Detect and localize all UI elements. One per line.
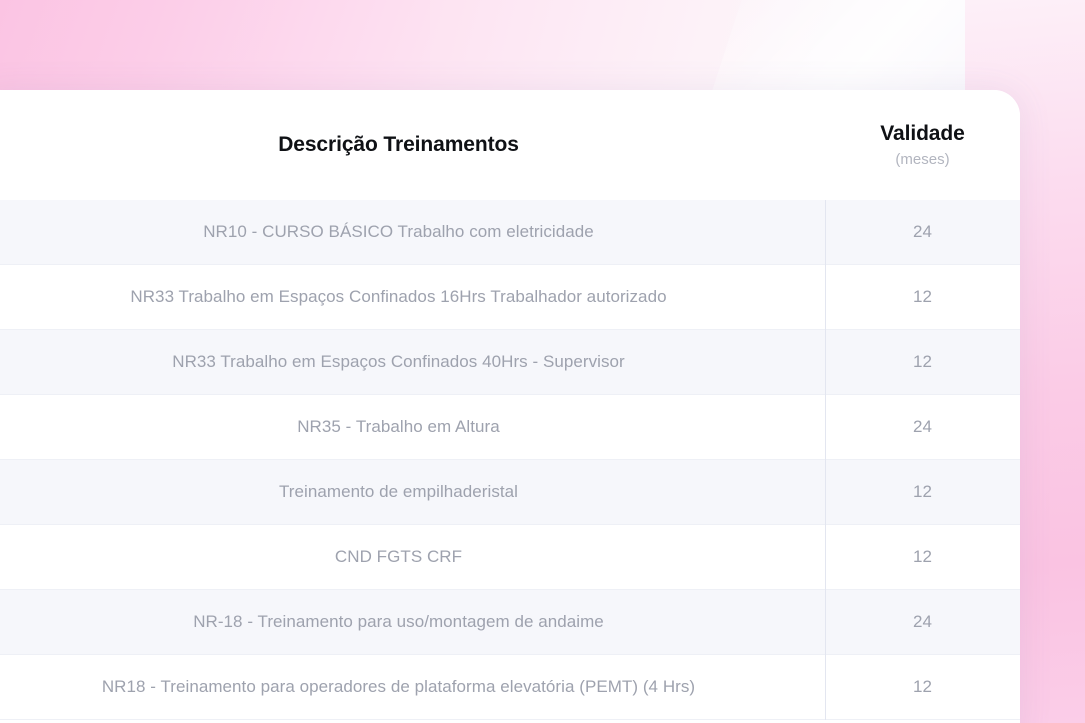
trainings-table-card: Descrição Treinamentos Validade (meses) …: [0, 90, 1020, 723]
cell-validade: 12: [912, 287, 932, 306]
table-row[interactable]: NR10 - CURSO BÁSICO Trabalho com eletric…: [0, 200, 1020, 265]
table-row[interactable]: NR-18 - Treinamento para uso/montagem de…: [0, 590, 1020, 655]
table-row[interactable]: NR33 Trabalho em Espaços Confinados 16Hr…: [0, 265, 1020, 330]
cell-descricao: NR18 - Treinamento para operadores de pl…: [101, 677, 696, 696]
table-row[interactable]: CND FGTS CRF 12: [0, 525, 1020, 590]
cell-descricao: NR35 - Trabalho em Altura: [297, 417, 500, 436]
cell-validade: 24: [912, 222, 932, 241]
table-row[interactable]: NR18 - Treinamento para operadores de pl…: [0, 655, 1020, 720]
cell-validade: 12: [912, 677, 932, 696]
column-header-validade: Validade (meses): [825, 121, 1020, 168]
cell-descricao: NR-18 - Treinamento para uso/montagem de…: [193, 612, 604, 631]
cell-validade: 12: [912, 547, 932, 566]
table-row[interactable]: NR33 Trabalho em Espaços Confinados 40Hr…: [0, 330, 1020, 395]
column-header-validade-title: Validade: [880, 122, 965, 146]
column-header-validade-subtitle: (meses): [895, 150, 950, 168]
cell-descricao: NR10 - CURSO BÁSICO Trabalho com eletric…: [203, 222, 594, 241]
cell-descricao: CND FGTS CRF: [334, 547, 463, 566]
table-row[interactable]: NR35 - Trabalho em Altura 24: [0, 395, 1020, 460]
table-row[interactable]: Treinamento de empilhaderistal 12: [0, 460, 1020, 525]
cell-descricao: Treinamento de empilhaderistal: [279, 482, 518, 501]
cell-validade: 24: [912, 417, 932, 436]
table-header-row: Descrição Treinamentos Validade (meses): [0, 90, 1020, 200]
cell-validade: 12: [912, 482, 932, 501]
cell-descricao: NR33 Trabalho em Espaços Confinados 40Hr…: [172, 352, 625, 371]
column-header-descricao: Descrição Treinamentos: [0, 132, 825, 157]
cell-validade: 24: [912, 612, 932, 631]
background-pink-top-left: [0, 0, 430, 96]
table-body: NR10 - CURSO BÁSICO Trabalho com eletric…: [0, 200, 1020, 720]
cell-descricao: NR33 Trabalho em Espaços Confinados 16Hr…: [130, 287, 667, 306]
cell-validade: 12: [912, 352, 932, 371]
column-header-descricao-title: Descrição Treinamentos: [278, 133, 519, 157]
